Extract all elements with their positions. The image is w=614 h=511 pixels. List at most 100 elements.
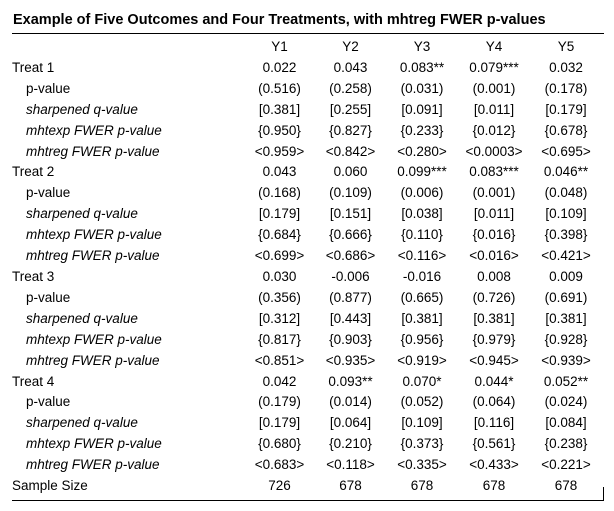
row-label: Treat 2: [12, 164, 55, 180]
table-cell: (0.014): [329, 394, 372, 410]
table-cell: <0.280>: [397, 143, 447, 159]
row-label: mhtexp FWER p-value: [26, 122, 162, 138]
table-cell: (0.877): [329, 289, 372, 305]
table-cell: {0.928}: [544, 331, 588, 347]
table-cell: (0.178): [544, 80, 588, 96]
table-cell: (0.048): [544, 185, 588, 201]
table-cell: -0.006: [331, 268, 370, 284]
table-cell: <0.335>: [397, 457, 447, 473]
table-cell: (0.006): [400, 185, 444, 201]
results-table: Y1 Y2 Y3 Y4 Y5 Treat 1 0.022 0.043 0.083** 0…: [12, 37, 602, 497]
table-cell: 0.009: [549, 268, 583, 284]
table-row-stat: mhtreg FWER p-value <0.959> <0.842> <0.280>…: [12, 142, 602, 163]
table-cell: {0.233}: [400, 122, 444, 138]
table-cell: {0.666}: [329, 227, 372, 243]
table-cell: (0.031): [400, 80, 444, 96]
table-body: Treat 1 0.022 0.043 0.083** 0.079*** 0.032 p-v…: [12, 58, 602, 497]
table-cell: {0.903}: [329, 331, 372, 347]
row-label: Treat 4: [12, 373, 55, 389]
table-cell: 678: [339, 478, 362, 494]
bottom-rule: [12, 500, 604, 501]
table-cell: <0.945>: [469, 352, 519, 368]
table-cell: 0.079***: [469, 59, 519, 75]
table-cell: {0.956}: [400, 331, 444, 347]
row-label: mhtexp FWER p-value: [26, 436, 162, 452]
table-cell: <0.851>: [254, 352, 305, 368]
row-label: p-value: [26, 185, 71, 201]
table-cell: {0.827}: [329, 122, 372, 138]
table-cell: (0.001): [472, 185, 516, 201]
table-cell: [0.038]: [401, 206, 443, 222]
table-row-stat: sharpened q-value [0.179] [0.064] [0.109] [0…: [12, 413, 602, 434]
header-row: Y1 Y2 Y3 Y4 Y5: [12, 37, 602, 58]
table-row-stat: mhtexp FWER p-value {0.684} {0.666} {0.110}…: [12, 225, 602, 246]
table-cell: (0.726): [472, 289, 516, 305]
table-cell: [0.091]: [401, 101, 443, 117]
table-cell: (0.001): [472, 80, 516, 96]
table-cell: 0.030: [262, 268, 297, 284]
table-cell: (0.179): [258, 394, 301, 410]
row-label: p-value: [26, 394, 71, 410]
table-cell: (0.665): [400, 289, 444, 305]
table-cell: (0.052): [400, 394, 444, 410]
table-row-stat: p-value (0.179) (0.014) (0.052) (0.064) (0.02…: [12, 392, 602, 413]
table-cell: [0.443]: [329, 310, 372, 326]
row-label: mhtexp FWER p-value: [26, 331, 162, 347]
table-cell: (0.356): [258, 289, 301, 305]
table-cell: 0.099***: [397, 164, 447, 180]
table-cell: [0.064]: [329, 415, 372, 431]
table-cell: (0.064): [472, 394, 516, 410]
table-cell: <0.959>: [254, 143, 305, 159]
table-cell: 0.052**: [543, 373, 589, 389]
table-cell: <0.0003>: [465, 143, 523, 159]
table-row-stat: mhtexp FWER p-value {0.950} {0.827} {0.233}…: [12, 121, 602, 142]
table-cell: {0.979}: [472, 331, 516, 347]
table-cell: 0.070*: [402, 373, 442, 389]
table-cell: 678: [554, 478, 578, 494]
table-cell: {0.210}: [329, 436, 372, 452]
table-row-main: Treat 2 0.043 0.060 0.099*** 0.083*** 0.046**: [12, 162, 602, 183]
table-row-stat: sharpened q-value [0.179] [0.151] [0.038] [0…: [12, 204, 602, 225]
table-cell: {0.373}: [400, 436, 444, 452]
table-cell: {0.561}: [472, 436, 516, 452]
row-label: Sample Size: [12, 478, 88, 494]
table-cell: <0.433>: [469, 457, 519, 473]
column-header: Y1: [271, 39, 288, 54]
text-cursor: [603, 487, 604, 501]
table-title: Example of Five Outcomes and Four Treatm…: [13, 12, 546, 28]
table-cell: {0.950}: [258, 122, 301, 138]
row-label: p-value: [26, 289, 71, 305]
table-row-stat: p-value (0.516) (0.258) (0.031) (0.001) (0.17…: [12, 79, 602, 100]
table-cell: [0.312]: [258, 310, 301, 326]
table-cell: <0.699>: [254, 248, 305, 264]
table-cell: <0.221>: [541, 457, 591, 473]
table-cell: [0.109]: [545, 206, 587, 222]
table-cell: [0.011]: [473, 101, 515, 117]
table-cell: {0.110}: [401, 227, 443, 243]
table-row-stat: sharpened q-value [0.381] [0.255] [0.091] [0…: [12, 100, 602, 121]
table-row-stat: sharpened q-value [0.312] [0.443] [0.381] [0…: [12, 309, 602, 330]
table-cell: (0.258): [329, 80, 372, 96]
table-cell: <0.695>: [541, 143, 591, 159]
table-row-main: Treat 3 0.030 -0.006 -0.016 0.008 0.009: [12, 267, 602, 288]
row-label: sharpened q-value: [26, 415, 138, 431]
table-cell: 0.044*: [474, 373, 514, 389]
table-row-stat: mhtexp FWER p-value {0.817} {0.903} {0.956}…: [12, 330, 602, 351]
table-cell: [0.011]: [473, 206, 515, 222]
table-cell: [0.179]: [258, 415, 301, 431]
table-cell: 726: [268, 478, 291, 494]
column-header: Y5: [557, 39, 575, 54]
row-label: sharpened q-value: [26, 310, 138, 326]
table-cell: <0.421>: [541, 248, 591, 264]
table-cell: <0.919>: [397, 352, 447, 368]
table-cell: -0.016: [402, 268, 442, 284]
table-cell: 678: [482, 478, 506, 494]
top-rule: [12, 33, 604, 34]
table-cell: [0.255]: [329, 101, 372, 117]
table-cell: {0.684}: [258, 227, 301, 243]
table-cell: 0.022: [262, 59, 297, 75]
table-cell: (0.109): [329, 185, 372, 201]
row-label: p-value: [26, 80, 71, 96]
column-header: Y2: [342, 39, 359, 54]
table-cell: <0.016>: [469, 248, 519, 264]
